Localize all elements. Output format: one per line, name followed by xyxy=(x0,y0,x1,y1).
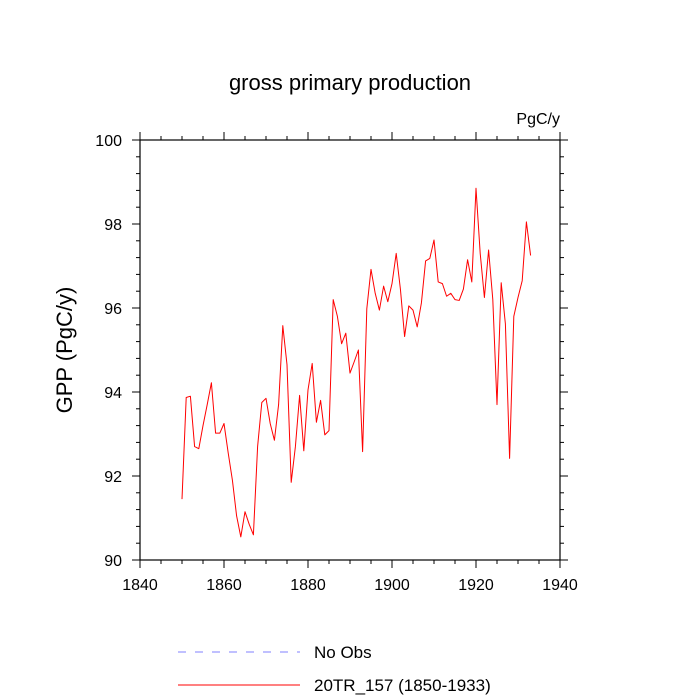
series-group xyxy=(181,187,532,538)
y-tick-label: 90 xyxy=(104,553,122,570)
series-line xyxy=(181,187,532,538)
y-axis-label: GPP (PgC/y) xyxy=(52,287,77,414)
x-tick-label: 1940 xyxy=(542,577,578,594)
x-tick-label: 1920 xyxy=(458,577,494,594)
y-tick-label: 98 xyxy=(104,217,122,234)
axis-ticks xyxy=(132,132,568,568)
x-tick-label: 1900 xyxy=(374,577,410,594)
axis-tick-labels: 1840 1860 1880 1900 1920 1940 90 92 94 96 98 100 xyxy=(95,133,578,594)
chart-title: gross primary production xyxy=(229,70,471,95)
legend: No Obs 20TR_157 (1850-1933) xyxy=(178,643,491,695)
legend-label-no-obs: No Obs xyxy=(314,643,372,662)
y-tick-label: 92 xyxy=(104,469,122,486)
y-tick-label: 100 xyxy=(95,133,122,150)
y-tick-label: 96 xyxy=(104,301,122,318)
x-tick-label: 1860 xyxy=(206,577,242,594)
plot-frame xyxy=(139,139,561,561)
x-tick-label: 1880 xyxy=(290,577,326,594)
x-tick-label: 1840 xyxy=(122,577,158,594)
units-label: PgC/y xyxy=(516,111,560,128)
y-tick-label: 94 xyxy=(104,385,122,402)
legend-label-20tr-157: 20TR_157 (1850-1933) xyxy=(314,676,491,695)
